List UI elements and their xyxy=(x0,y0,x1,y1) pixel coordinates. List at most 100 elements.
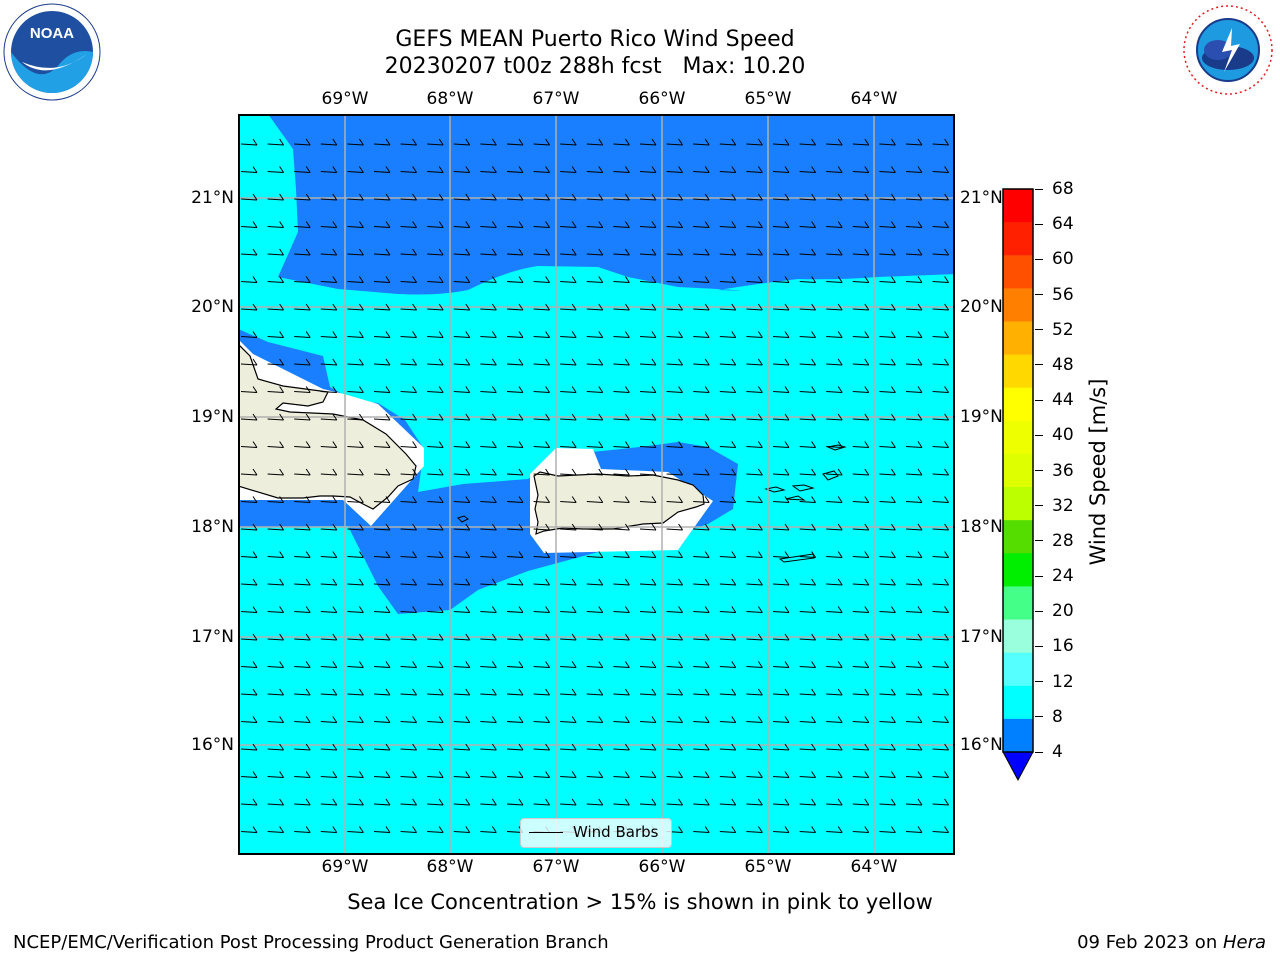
wind-barb xyxy=(560,798,577,806)
wind-barb xyxy=(240,633,258,641)
colorbar-tick-label: 12 xyxy=(1052,671,1074,692)
wind-barb xyxy=(347,413,364,421)
wind-barb xyxy=(560,688,577,696)
wind-barb xyxy=(294,248,311,256)
wind-barb xyxy=(693,166,710,173)
wind-barb xyxy=(905,303,923,311)
wind-barb xyxy=(826,688,843,696)
colorbar-cell xyxy=(1003,718,1033,753)
wind-barb xyxy=(905,688,923,696)
wind-barb xyxy=(294,743,311,751)
wind-barb xyxy=(506,138,524,146)
wind-barb xyxy=(852,551,870,558)
wind-barb xyxy=(666,771,684,778)
wind-barb xyxy=(719,468,737,476)
wind-barb xyxy=(506,331,524,338)
wind-barb xyxy=(826,798,843,806)
wind-barb xyxy=(453,358,471,366)
wind-barb xyxy=(879,578,896,586)
map-subtitle: 20230207 t00z 288h fcst Max: 10.20 xyxy=(384,54,806,79)
wind-barb xyxy=(719,688,737,696)
wind-barb xyxy=(826,413,843,421)
wind-barb xyxy=(400,276,418,283)
wind-barb xyxy=(639,743,657,751)
wind-barb xyxy=(240,661,258,668)
wind-barb xyxy=(373,716,391,723)
wind-barb xyxy=(905,578,923,586)
wind-barb xyxy=(586,303,604,311)
wind-barb xyxy=(639,331,657,338)
wind-barb xyxy=(506,468,524,476)
colorbar-tick-mark xyxy=(1035,540,1043,542)
wind-barb xyxy=(746,221,763,228)
wind-barb xyxy=(400,826,418,833)
wind-barb xyxy=(240,221,258,228)
wind-barb xyxy=(480,138,497,146)
wind-barb xyxy=(932,276,950,283)
wind-barb xyxy=(693,413,710,421)
wind-barb xyxy=(586,771,604,778)
wind-barb xyxy=(879,826,896,833)
wind-barb xyxy=(373,358,391,366)
wind-barb xyxy=(666,661,684,668)
wind-barb xyxy=(400,331,418,338)
wind-barb xyxy=(746,386,763,393)
wind-barb xyxy=(613,551,630,558)
wind-barb xyxy=(267,193,285,201)
wind-barb xyxy=(932,166,950,173)
wind-barb xyxy=(347,358,364,366)
wind-barb xyxy=(560,771,577,778)
wind-barb xyxy=(320,166,338,173)
wind-barb xyxy=(852,138,870,146)
wind-barb xyxy=(453,276,471,283)
wind-barb xyxy=(427,248,444,256)
wind-barb xyxy=(240,303,258,311)
wind-barb xyxy=(879,743,896,751)
wind-barb xyxy=(453,771,471,778)
wind-barb xyxy=(480,826,497,833)
wind-barb xyxy=(480,743,497,751)
wind-barb xyxy=(373,661,391,668)
wind-barb xyxy=(453,523,471,531)
virgin-islands xyxy=(764,444,847,563)
wind-barb xyxy=(586,331,604,338)
lon-label-bottom: 64°W xyxy=(850,857,898,877)
wind-barb xyxy=(480,221,497,228)
lon-label-top: 69°W xyxy=(321,89,369,109)
wind-barb xyxy=(905,551,923,558)
wind-barb xyxy=(586,441,604,448)
wind-barb xyxy=(294,166,311,173)
wind-barb xyxy=(240,716,258,723)
wind-barb xyxy=(719,221,737,228)
wind-barb xyxy=(560,221,577,228)
colorbar-cell xyxy=(1003,354,1033,389)
wind-barb xyxy=(560,633,577,641)
wind-barb xyxy=(373,606,391,613)
wind-barb xyxy=(480,303,497,311)
wind-barb xyxy=(347,578,364,586)
wind-barb xyxy=(320,276,338,283)
wind-barb xyxy=(852,688,870,696)
wind-barb xyxy=(666,386,684,393)
wind-barb xyxy=(347,331,364,338)
wind-barb xyxy=(905,276,923,283)
wind-barb xyxy=(852,496,870,503)
wind-barb xyxy=(772,386,790,393)
wind-barb xyxy=(905,661,923,668)
wind-barb xyxy=(453,248,471,256)
wind-barb xyxy=(506,221,524,228)
wind-barb xyxy=(693,248,710,256)
wind-barb xyxy=(746,771,763,778)
wind-barb xyxy=(267,358,285,366)
wind-barb xyxy=(932,441,950,448)
wind-barb xyxy=(320,606,338,613)
wind-barb xyxy=(693,716,710,723)
wind-barb xyxy=(240,523,258,531)
wind-barb xyxy=(373,798,391,806)
wind-barb xyxy=(639,551,657,558)
wind-barb xyxy=(560,331,577,338)
wind-barb xyxy=(586,138,604,146)
wind-barb xyxy=(586,688,604,696)
wind-barb xyxy=(852,771,870,778)
colorbar-tick-label: 36 xyxy=(1052,460,1074,481)
